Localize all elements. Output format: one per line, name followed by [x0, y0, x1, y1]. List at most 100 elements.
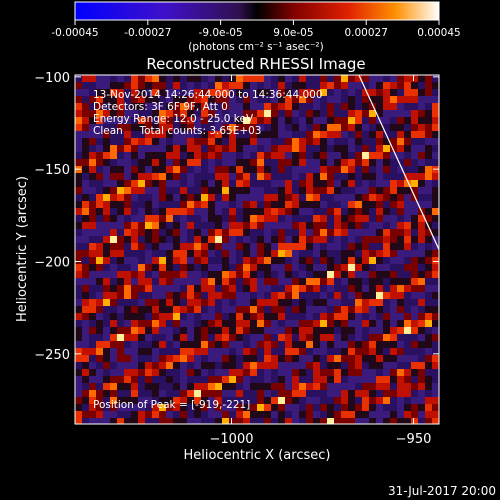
heatmap-pixel — [236, 124, 243, 131]
heatmap-pixel — [187, 320, 194, 327]
heatmap-pixel — [348, 271, 355, 278]
heatmap-pixel — [236, 278, 243, 285]
heatmap-pixel — [397, 285, 404, 292]
heatmap-pixel — [215, 89, 222, 96]
heatmap-pixel — [425, 82, 432, 89]
heatmap-pixel — [96, 229, 103, 236]
heatmap-pixel — [82, 75, 89, 82]
heatmap-pixel — [131, 299, 138, 306]
heatmap-pixel — [264, 264, 271, 271]
heatmap-pixel — [166, 355, 173, 362]
heatmap-pixel — [110, 320, 117, 327]
heatmap-pixel — [404, 376, 411, 383]
heatmap-pixel — [320, 145, 327, 152]
heatmap-pixel — [425, 362, 432, 369]
heatmap-pixel — [89, 159, 96, 166]
heatmap-pixel — [292, 271, 299, 278]
heatmap-pixel — [411, 306, 418, 313]
heatmap-pixel — [369, 306, 376, 313]
heatmap-pixel — [355, 222, 362, 229]
heatmap-pixel — [152, 82, 159, 89]
heatmap-pixel — [397, 180, 404, 187]
heatmap-pixel — [404, 229, 411, 236]
heatmap-pixel — [208, 411, 215, 418]
heatmap-pixel — [222, 82, 229, 89]
heatmap-pixel — [285, 404, 292, 411]
heatmap-pixel — [327, 411, 334, 418]
heatmap-pixel — [264, 250, 271, 257]
heatmap-pixel — [320, 110, 327, 117]
heatmap-pixel — [264, 194, 271, 201]
heatmap-pixel — [432, 369, 439, 376]
heatmap-pixel — [334, 145, 341, 152]
heatmap-pixel — [243, 138, 250, 145]
heatmap-pixel — [131, 152, 138, 159]
heatmap-pixel — [334, 383, 341, 390]
heatmap-pixel — [110, 271, 117, 278]
heatmap-pixel — [264, 243, 271, 250]
heatmap-pixel — [103, 166, 110, 173]
heatmap-pixel — [75, 215, 82, 222]
heatmap-pixel — [404, 362, 411, 369]
heatmap-pixel — [271, 145, 278, 152]
heatmap-pixel — [82, 82, 89, 89]
heatmap-pixel — [362, 369, 369, 376]
heatmap-pixel — [313, 327, 320, 334]
heatmap-pixel — [264, 145, 271, 152]
heatmap-pixel — [369, 117, 376, 124]
heatmap-pixel — [166, 320, 173, 327]
heatmap-pixel — [138, 390, 145, 397]
heatmap-pixel — [355, 397, 362, 404]
heatmap-pixel — [96, 390, 103, 397]
heatmap-pixel — [334, 285, 341, 292]
heatmap-pixel — [131, 411, 138, 418]
heatmap-pixel — [376, 166, 383, 173]
heatmap-pixel — [369, 313, 376, 320]
heatmap-pixel — [369, 131, 376, 138]
heatmap-pixel — [327, 264, 334, 271]
heatmap-pixel — [320, 411, 327, 418]
heatmap-pixel — [411, 110, 418, 117]
heatmap-pixel — [306, 229, 313, 236]
heatmap-pixel — [201, 362, 208, 369]
heatmap-pixel — [75, 208, 82, 215]
heatmap-pixel — [418, 369, 425, 376]
heatmap-pixel — [180, 201, 187, 208]
heatmap-pixel — [96, 215, 103, 222]
heatmap-pixel — [348, 173, 355, 180]
heatmap-pixel — [278, 166, 285, 173]
heatmap-pixel — [362, 236, 369, 243]
heatmap-pixel — [75, 145, 82, 152]
heatmap-pixel — [306, 362, 313, 369]
heatmap-pixel — [341, 236, 348, 243]
heatmap-pixel — [180, 327, 187, 334]
heatmap-pixel — [173, 152, 180, 159]
heatmap-pixel — [215, 285, 222, 292]
heatmap-pixel — [306, 124, 313, 131]
heatmap-pixel — [152, 222, 159, 229]
heatmap-pixel — [285, 418, 292, 424]
heatmap-pixel — [250, 243, 257, 250]
heatmap-pixel — [75, 362, 82, 369]
heatmap-pixel — [383, 327, 390, 334]
heatmap-pixel — [236, 180, 243, 187]
heatmap-pixel — [411, 152, 418, 159]
heatmap-pixel — [250, 397, 257, 404]
heatmap-pixel — [201, 411, 208, 418]
heatmap-pixel — [103, 411, 110, 418]
heatmap-pixel — [138, 299, 145, 306]
heatmap-pixel — [89, 117, 96, 124]
heatmap-pixel — [271, 418, 278, 424]
heatmap-pixel — [152, 180, 159, 187]
heatmap-pixel — [362, 271, 369, 278]
heatmap-pixel — [306, 75, 313, 82]
heatmap-pixel — [306, 152, 313, 159]
heatmap-pixel — [397, 369, 404, 376]
heatmap-pixel — [355, 103, 362, 110]
heatmap-pixel — [173, 376, 180, 383]
heatmap-pixel — [187, 75, 194, 82]
heatmap-pixel — [341, 89, 348, 96]
heatmap-pixel — [89, 327, 96, 334]
heatmap-pixel — [369, 222, 376, 229]
heatmap-pixel — [264, 292, 271, 299]
